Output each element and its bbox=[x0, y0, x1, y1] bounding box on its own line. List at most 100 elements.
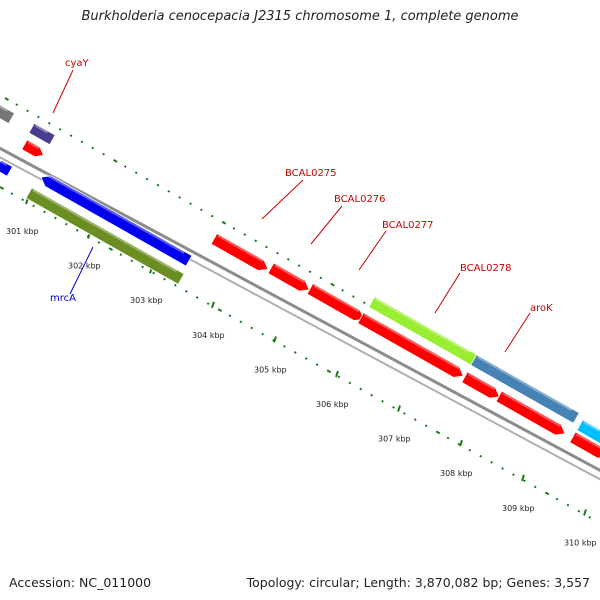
inner-tick-dot bbox=[43, 210, 46, 214]
gene-arrow-BCAL0275 bbox=[210, 232, 269, 271]
tick-label: 303 kbp bbox=[130, 296, 163, 305]
map-title: Burkholderia cenocepacia J2315 chromosom… bbox=[81, 9, 519, 24]
inner-tick-dot bbox=[304, 357, 308, 360]
inner-tick-dot bbox=[119, 253, 123, 257]
inner-tick-dot bbox=[326, 369, 332, 374]
inner-tick-dot bbox=[261, 332, 264, 336]
gene-arrow-BCAL0277 bbox=[306, 282, 365, 321]
inner-tick-dot bbox=[446, 436, 450, 440]
major-tick bbox=[521, 474, 525, 482]
gene-arrow-grey bbox=[0, 101, 16, 125]
gene-label-leader bbox=[52, 69, 74, 114]
outer-tick-dot bbox=[123, 165, 127, 168]
gene-arrow-blue-small bbox=[0, 159, 14, 177]
tick-label: 302 kbp bbox=[68, 262, 101, 271]
inner-tick-dot bbox=[403, 412, 406, 415]
inner-tick-dot bbox=[359, 387, 363, 391]
inner-tick-dot bbox=[435, 430, 441, 435]
inner-tick-dot bbox=[184, 289, 188, 293]
gene-label-aroK: aroK bbox=[530, 303, 553, 314]
inner-tick-dot bbox=[348, 381, 352, 385]
outer-tick-dot bbox=[319, 276, 323, 280]
inner-tick-dot bbox=[544, 491, 550, 496]
outer-tick-dot bbox=[308, 270, 312, 274]
inner-tick-dot bbox=[32, 204, 35, 208]
inner-tick-dot bbox=[206, 302, 210, 305]
outer-tick-dot bbox=[210, 214, 214, 218]
gene-label-leader bbox=[358, 230, 387, 271]
gene-label-leader bbox=[434, 272, 461, 314]
inner-tick-dot bbox=[217, 308, 223, 313]
gene-label-mrcA: mrcA bbox=[50, 293, 76, 304]
inner-tick-dot bbox=[479, 454, 483, 458]
inner-tick-dot bbox=[173, 283, 177, 287]
outer-tick-dot bbox=[156, 183, 160, 187]
outer-tick-dot bbox=[4, 97, 9, 101]
inner-tick-dot bbox=[283, 344, 286, 348]
inner-tick-dot bbox=[228, 314, 232, 318]
outer-tick-dot bbox=[330, 282, 335, 287]
inner-tick-dot bbox=[490, 461, 493, 464]
inner-tick-dot bbox=[239, 320, 243, 324]
inner-tick-dot bbox=[555, 497, 559, 501]
inner-tick-dot bbox=[381, 399, 384, 403]
inner-tick-dot bbox=[163, 277, 166, 281]
inner-tick-dot bbox=[130, 259, 134, 263]
outer-tick-dot bbox=[80, 140, 84, 144]
tick-label: 308 kbp bbox=[440, 469, 473, 478]
gene-arrow-purple bbox=[28, 122, 56, 146]
inner-tick-dot bbox=[522, 479, 526, 483]
gene-label-leader bbox=[504, 312, 531, 353]
major-tick bbox=[273, 336, 277, 343]
gene-arrow-mrcA bbox=[40, 173, 193, 267]
inner-tick-dot bbox=[0, 186, 4, 190]
inner-tick-dot bbox=[512, 473, 515, 476]
gene-arrow-cyaY bbox=[21, 139, 45, 158]
inner-tick-dot bbox=[108, 247, 114, 251]
outer-tick-dot bbox=[134, 171, 138, 175]
tick-label: 307 kbp bbox=[378, 435, 411, 444]
outer-tick-dot bbox=[265, 245, 268, 249]
tick-label: 306 kbp bbox=[316, 400, 349, 409]
inner-tick-dot bbox=[195, 296, 199, 299]
outer-tick-dot bbox=[145, 177, 149, 181]
genome-stats-text: Topology: circular; Length: 3,870,082 bp… bbox=[246, 575, 590, 590]
gene-arrow-red-edge bbox=[569, 431, 600, 459]
inner-tick-dot bbox=[250, 326, 254, 330]
gene-label-leader bbox=[69, 246, 94, 295]
inner-tick-dot bbox=[293, 351, 297, 354]
gene-arrow-red-short bbox=[461, 371, 500, 399]
outer-tick-dot bbox=[254, 239, 258, 243]
inner-tick-dot bbox=[577, 509, 581, 513]
outer-tick-dot bbox=[362, 301, 366, 305]
inner-tick-dot bbox=[370, 393, 374, 397]
gene-arrow-red-end bbox=[495, 390, 566, 436]
inner-tick-dot bbox=[64, 222, 68, 226]
inner-tick-dot bbox=[533, 485, 537, 489]
gene-label-cyaY: cyaY bbox=[65, 58, 90, 69]
inner-tick-dot bbox=[413, 418, 417, 421]
gene-label-BCAL0277: BCAL0277 bbox=[382, 220, 434, 231]
outer-tick-dot bbox=[167, 189, 171, 193]
outer-tick-dot bbox=[221, 220, 227, 225]
gene-arrow-olive bbox=[25, 187, 185, 285]
outer-tick-dot bbox=[69, 134, 73, 137]
outer-tick-dot bbox=[91, 146, 95, 150]
inner-tick-dot bbox=[566, 503, 570, 507]
tick-label: 310 kbp bbox=[564, 538, 597, 547]
inner-tick-dot bbox=[457, 442, 461, 446]
outer-tick-dot bbox=[189, 202, 192, 206]
major-tick bbox=[211, 301, 215, 309]
gene-arrow-aroK bbox=[470, 354, 580, 424]
outer-tick-dot bbox=[352, 295, 355, 298]
outer-tick-dot bbox=[47, 121, 51, 125]
inner-tick-dot bbox=[392, 406, 395, 409]
outer-tick-dot bbox=[232, 227, 236, 230]
gene-arrow-BCAL0276 bbox=[267, 262, 310, 292]
outer-tick-dot bbox=[58, 128, 62, 131]
gene-label-leader bbox=[310, 205, 343, 245]
gene-label-BCAL0278: BCAL0278 bbox=[460, 263, 512, 274]
outer-tick-dot bbox=[341, 288, 344, 292]
backbone-line-outer bbox=[0, 146, 600, 473]
outer-tick-dot bbox=[297, 264, 301, 267]
